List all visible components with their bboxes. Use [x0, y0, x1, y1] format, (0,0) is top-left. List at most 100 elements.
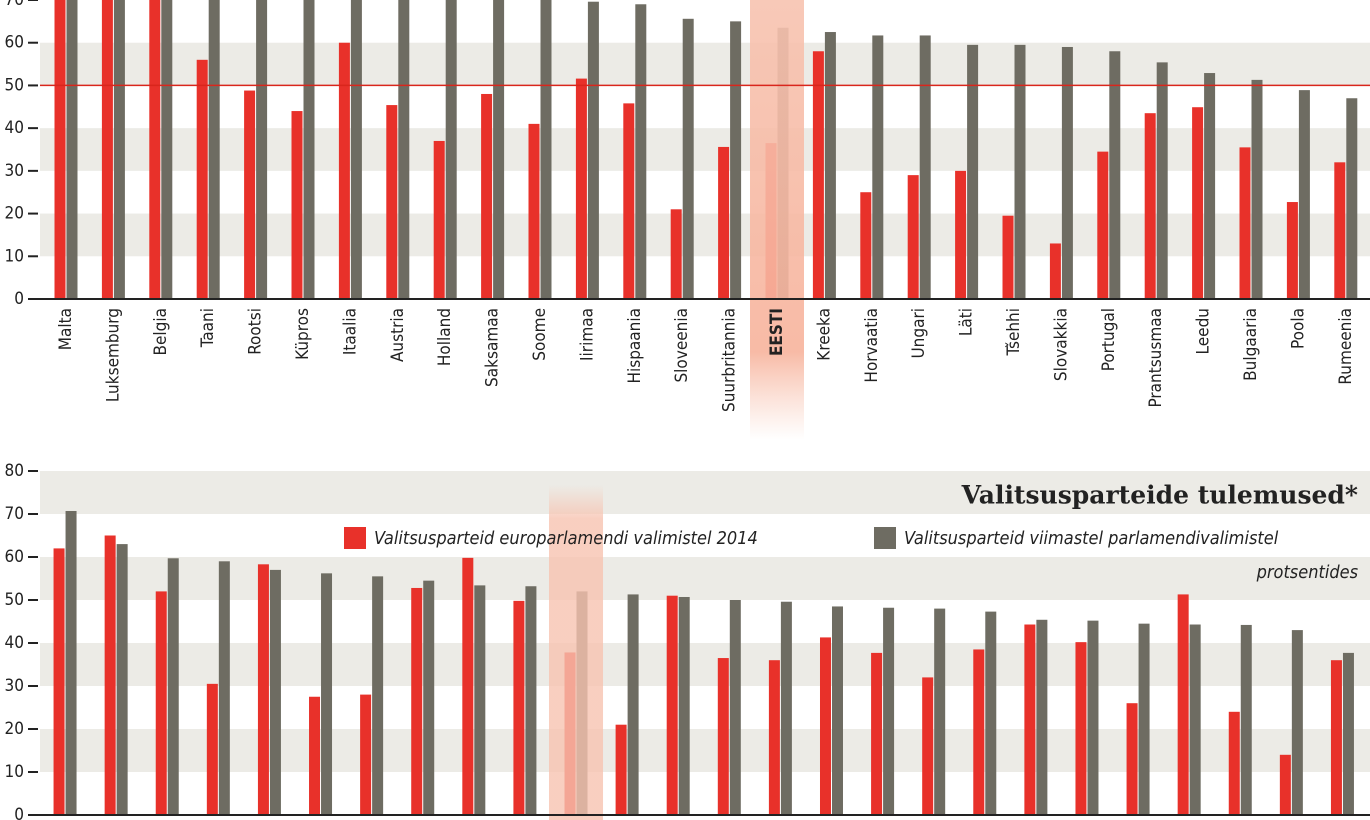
bar [113, 0, 125, 300]
bar [1097, 151, 1109, 299]
bar [1075, 642, 1087, 815]
bar [338, 42, 350, 299]
x-tick-label: Rootsi [246, 308, 266, 355]
grid-band [40, 128, 1370, 171]
bar [155, 591, 167, 815]
bar [1002, 215, 1014, 299]
bar [1342, 652, 1354, 815]
x-tick-label: Taani [198, 308, 218, 348]
highlight [549, 485, 604, 820]
bar [104, 535, 116, 815]
bar [1240, 624, 1252, 815]
x-tick-label: Malta [56, 308, 76, 350]
bar [350, 0, 362, 299]
bar [1228, 711, 1240, 815]
bar [386, 105, 398, 299]
grid-band [40, 729, 1370, 772]
chart-title: Valitsusparteide tulemused* [961, 481, 1358, 510]
bar [1144, 113, 1156, 299]
chart [40, 0, 1370, 300]
x-tick-label: Itaalia [340, 308, 360, 355]
bar [303, 0, 315, 300]
bar [831, 606, 843, 815]
bar [321, 573, 333, 815]
y-tick-label: 10 [5, 246, 24, 266]
bar [1239, 147, 1251, 299]
bar [244, 90, 256, 299]
bar [411, 587, 423, 815]
chart-subtitle: protsentides [1256, 562, 1359, 583]
bar [1334, 162, 1346, 299]
bar [907, 175, 919, 299]
y-tick-label: 40 [5, 633, 24, 653]
x-tick-label: Horvaatia [862, 308, 882, 383]
bar [1156, 62, 1168, 300]
bar [780, 601, 792, 815]
bar [812, 51, 824, 299]
bar [678, 596, 690, 815]
bar [1291, 630, 1303, 815]
bar [101, 0, 113, 300]
bar [587, 1, 599, 300]
y-tick-label: 30 [5, 161, 24, 181]
x-tick-label: Poola [1288, 308, 1308, 349]
bar [955, 170, 967, 299]
bar [167, 558, 179, 815]
grid-band [40, 557, 1370, 600]
bar [196, 59, 208, 299]
x-tick-label: Slovakkia [1051, 308, 1071, 381]
x-tick-label: Soome [530, 308, 550, 361]
grid-band [40, 643, 1370, 686]
x-tick-label: Ungari [909, 308, 929, 359]
bar [919, 35, 931, 300]
bar [481, 93, 493, 299]
bar [1251, 79, 1263, 299]
x-tick-label: Kreeka [814, 308, 834, 361]
bar [206, 683, 218, 815]
bar [493, 0, 505, 299]
bar [1298, 90, 1310, 300]
y-tick-label: 70 [5, 0, 24, 10]
bar [1189, 624, 1201, 815]
y-tick-label: 0 [14, 289, 24, 309]
bar [398, 0, 410, 299]
x-tick-label: Belgia [151, 308, 171, 356]
bar [360, 694, 372, 815]
bar [575, 78, 587, 299]
bar [372, 576, 384, 815]
bar [1126, 703, 1138, 815]
x-tick-label: Rumeenia [1336, 308, 1356, 385]
x-tick-label: Hispaania [625, 308, 645, 384]
y-tick-label: 50 [5, 590, 24, 610]
bar [1087, 620, 1099, 815]
grid-band [40, 42, 1370, 86]
bar [257, 564, 269, 815]
bar [1192, 107, 1204, 299]
bar [65, 510, 77, 815]
bar [1109, 51, 1121, 299]
bar [718, 146, 730, 299]
bar [53, 548, 65, 815]
bar [1177, 594, 1189, 815]
x-tick-label: Holland [435, 308, 455, 366]
bar [1061, 46, 1073, 299]
bar [1014, 44, 1026, 299]
bar [1024, 624, 1036, 815]
bar [54, 0, 66, 300]
bar [934, 608, 946, 815]
bar [883, 607, 895, 815]
y-tick-label: 10 [5, 762, 24, 782]
bar [872, 35, 884, 300]
legend-label: Valitsusparteid viimastel parlamendivali… [904, 528, 1279, 549]
bar [824, 32, 836, 300]
y-tick-label: 40 [5, 118, 24, 138]
bar [291, 111, 303, 299]
bar [670, 209, 682, 299]
bar [635, 4, 647, 300]
x-tick-label: Tšehhi [1004, 308, 1024, 357]
bar [161, 0, 173, 299]
bar [218, 561, 230, 815]
x-tick-label: Läti [957, 308, 977, 336]
bar [967, 44, 979, 299]
bar [116, 544, 128, 815]
